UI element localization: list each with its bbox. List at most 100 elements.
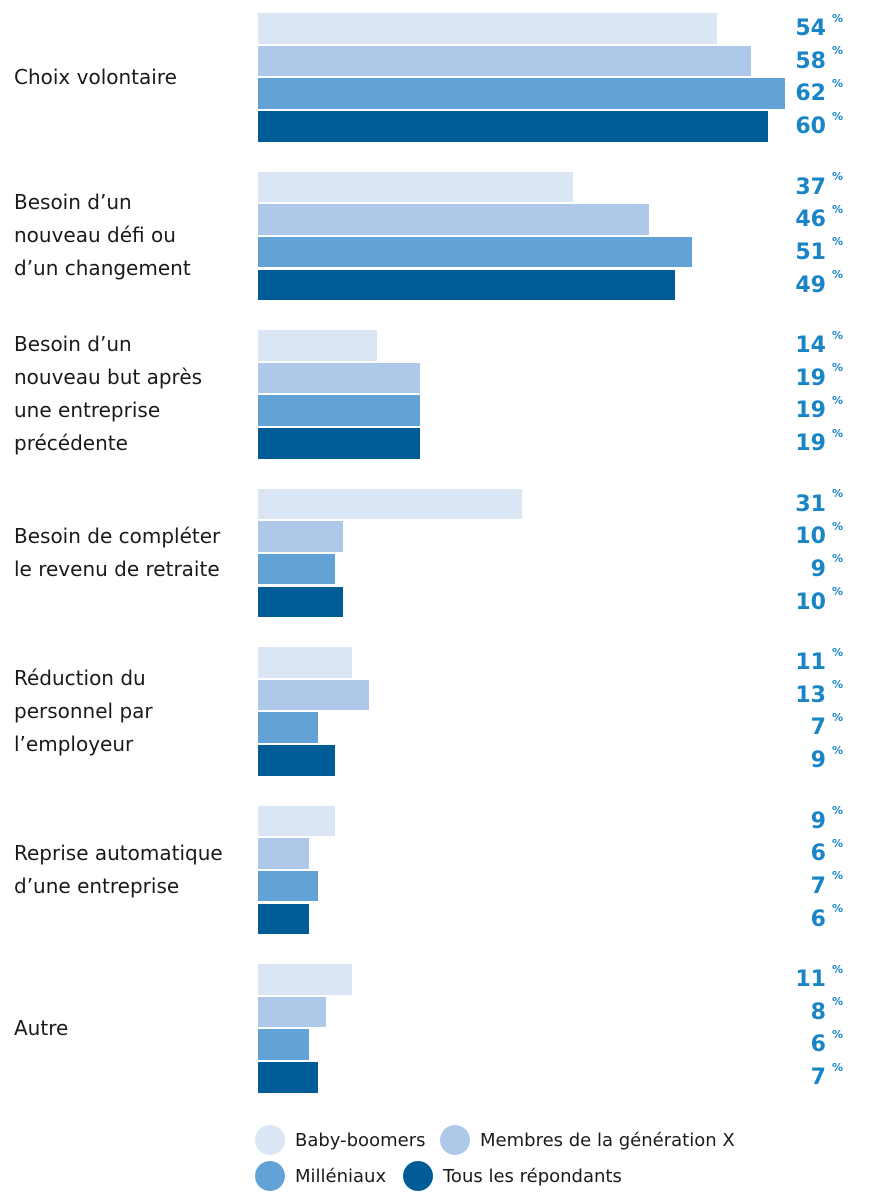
data-label-unit: % [831,170,843,183]
category-label-line: Autre [14,1015,69,1040]
data-label-value: 9 [810,748,826,774]
data-label-unit: % [831,962,843,976]
data-label-unit: % [831,235,843,249]
category-label: Besoin de compléter le revenu de retraite [14,520,244,586]
data-label-unit: % [831,76,843,90]
bar [258,679,369,711]
bar [258,362,420,394]
data-label-unit: % [831,487,843,500]
legend-item: Tous les répondants [403,1159,622,1193]
data-label-unit: % [831,11,843,25]
data-label-unit: % [831,519,843,533]
data-label-unit: % [831,552,843,566]
category-label-line: une entreprise [14,398,161,423]
data-label-unit: % [831,804,843,817]
category-label: Réduction du personnel par l’employeur [14,662,244,761]
data-label-value: 14 [795,333,826,358]
bar [258,395,420,426]
data-label: 9% [811,804,843,838]
bar [258,996,326,1028]
data-label-value: 10 [795,524,826,550]
data-label: 9% [810,744,843,777]
category-label: Besoin d’un nouveau défi ou d’un changemen… [14,186,244,285]
category-label-line: précédente [14,431,128,456]
data-label: 62% [795,76,843,110]
bar [258,586,343,618]
data-label: 19% [795,426,843,460]
data-label: 10% [795,519,843,553]
category-label-line: d’un changement [14,256,191,281]
data-label: 19% [795,394,843,427]
category-label-line: d’une entreprise [14,873,180,898]
data-label-unit: % [831,710,843,724]
data-label: 11% [795,962,843,996]
data-label: 7% [810,710,843,744]
data-label-unit: % [831,268,843,282]
category-label-line: Besoin d’un [14,332,132,357]
category-label-line: le revenu de retraite [14,556,220,581]
data-label: 14% [795,328,843,362]
bar [258,1062,318,1093]
data-label-value: 6 [810,1032,826,1058]
bar [258,1029,309,1060]
data-label-value: 11 [795,650,826,675]
legend-item: Baby-boomers [255,1123,425,1157]
data-label-unit: % [831,202,843,216]
legend-item: Membres de la génération X [440,1123,735,1157]
data-label: 7% [811,1060,843,1094]
data-label-value: 13 [795,682,826,708]
data-label: 10% [795,585,843,619]
data-label-unit: % [831,902,843,916]
category-label-line: Réduction du [14,665,146,690]
bar [258,712,318,743]
data-label: 6% [811,837,843,870]
bar [258,870,318,902]
category-label-line: l’employeur [14,731,134,756]
data-label: 6% [811,902,843,936]
legend-item: Milléniaux [255,1159,386,1193]
category-label: Besoin d’un nouveau but après une entrepri… [14,328,244,460]
bar [258,171,573,202]
category-label: Choix volontaire [14,61,244,94]
bar [258,269,675,301]
data-label: 49% [795,268,843,302]
data-label-unit: % [831,328,843,342]
category-label-line: personnel par [14,698,153,723]
bar [258,964,352,995]
legend-label: Tous les répondants [443,1165,622,1187]
data-label-value: 7 [810,715,826,741]
bar [258,488,522,519]
bar [258,236,692,268]
data-label: 31% [795,487,843,521]
data-label: 19% [795,361,843,395]
data-label-unit: % [831,109,843,123]
bar [258,428,420,459]
data-label-value: 49 [795,272,826,298]
bar [258,838,309,869]
category-label-line: nouveau défi ou [14,223,176,248]
data-label: 6% [810,1028,843,1061]
legend-label: Baby-boomers [295,1129,426,1151]
data-label-value: 10 [795,589,826,615]
data-label-value: 31 [795,491,826,517]
data-label-value: 62 [795,81,826,107]
data-label-value: 58 [795,48,826,74]
data-label-unit: % [831,645,843,659]
data-label-unit: % [831,1060,843,1074]
data-label-value: 54 [795,16,826,41]
legend-swatch [403,1161,433,1191]
category-label-line: nouveau but après [14,365,203,390]
data-label-unit: % [831,678,843,692]
bar [258,204,649,235]
data-label-value: 19 [795,431,826,457]
data-label-unit: % [831,995,843,1009]
data-label: 46% [795,202,843,236]
data-label-unit: % [831,426,843,440]
data-label: 58% [795,44,843,78]
data-label-value: 9 [810,556,826,582]
category-label-line: Besoin de compléter [14,523,221,548]
bar [258,553,335,585]
bar [258,521,343,552]
data-label: 8% [811,995,843,1029]
